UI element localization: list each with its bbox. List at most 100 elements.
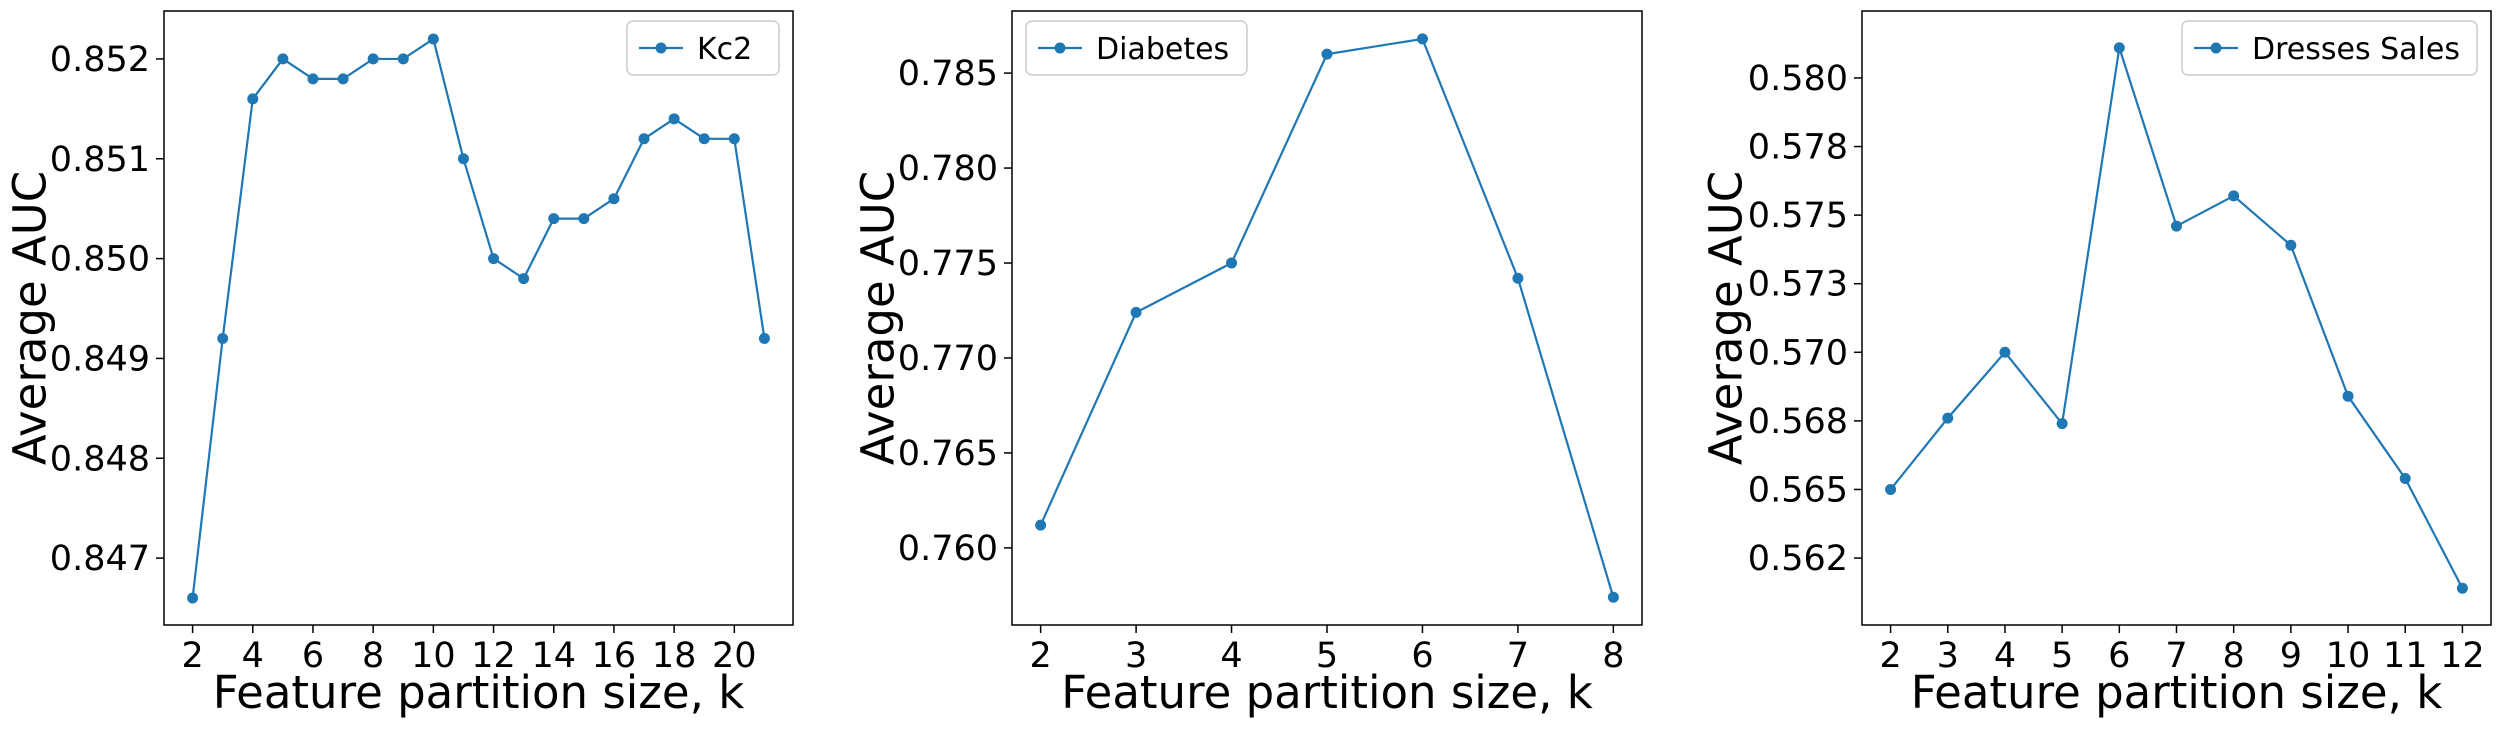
legend: Kc2 [626,20,780,76]
chart-panel-1: 2 4 6 8 10 12 14 16 18 20 0.847 0.848 0.849 0.850 0.85… [4,10,794,719]
data-point [518,273,530,285]
chart-panel-2: 2 3 4 5 6 7 8 0.760 0.765 0.770 0.775 0.780 0.785 Fea… [852,10,1643,719]
x-axis-title: Feature partition size, k [1911,666,2443,719]
x-tick-label: 6 [1411,636,1433,676]
x-tick-label: 3 [1125,636,1147,676]
x-tick-label: 4 [1994,636,2016,676]
plot-frame [1011,10,1643,626]
data-point [457,153,469,165]
data-point [698,133,710,145]
data-point [2342,390,2354,402]
y-tick-label: 0.847 [50,539,150,579]
data-point [337,73,349,85]
y-tick-label: 0.852 [50,40,150,80]
y-tick-label: 0.851 [50,140,150,180]
data-point [2285,239,2297,251]
legend-marker-swatch [2210,42,2222,54]
data-point [1512,272,1524,284]
data-point [1035,519,1047,531]
y-tick-label: 0.580 [1748,59,1848,99]
plot-frame [163,10,794,626]
x-tick-label: 18 [652,636,697,676]
data-point [1999,346,2011,358]
data-point [2456,582,2468,594]
y-tick-label: 0.562 [1748,539,1848,579]
data-point [1416,33,1428,45]
legend-label: Diabetes [1096,32,1229,67]
y-tick-label: 0.770 [898,339,998,379]
y-tick-label: 0.850 [50,240,150,280]
y-tick-label: 0.848 [50,439,150,479]
data-point [2171,220,2182,232]
data-point [1942,412,1954,424]
data-point [668,113,680,125]
legend-marker-swatch [1054,42,1066,54]
y-tick-label: 0.760 [898,529,998,569]
data-point [427,33,439,45]
data-point [187,592,199,604]
data-point [488,253,500,265]
data-point [728,133,740,145]
data-point [307,73,319,85]
x-tick-label: 10 [411,636,456,676]
x-tick-label: 8 [1602,636,1624,676]
data-point [1226,257,1238,269]
y-tick-label: 0.785 [898,54,998,94]
series-line [1039,37,1615,598]
x-tick-label: 3 [1937,636,1959,676]
x-tick-label: 6 [302,636,324,676]
legend-box [2181,20,2478,76]
x-tick-label: 8 [362,636,384,676]
x-tick-label: 5 [2051,636,2073,676]
data-point [2228,190,2240,202]
data-point [548,213,560,225]
legend-label: Dresses Sales [2252,32,2460,67]
data-point [638,133,650,145]
x-tick-label: 12 [2440,636,2485,676]
legend: Diabetes [1025,20,1248,76]
y-tick-label: 0.780 [898,149,998,189]
series-line [1889,47,2464,589]
legend-marker-swatch [655,42,667,54]
y-tick-label: 0.573 [1748,265,1848,305]
x-tick-label: 2 [1879,636,1901,676]
x-tick-label: 10 [2326,636,2371,676]
data-point [367,53,379,65]
data-point [1321,48,1333,60]
y-tick-label: 0.765 [898,434,998,474]
y-tick-label: 0.849 [50,339,150,379]
data-point [2056,418,2068,430]
data-point [2399,472,2411,484]
data-point [758,332,770,344]
x-tick-label: 9 [2280,636,2302,676]
data-point [217,332,229,344]
data-point [608,193,620,205]
series-line [191,37,766,599]
data-point [397,53,409,65]
x-tick-label: 6 [2108,636,2130,676]
x-tick-label: 12 [471,636,516,676]
y-tick-label: 0.775 [898,244,998,284]
x-axis-title: Feature partition size, k [213,666,745,719]
data-point [1885,483,1897,495]
y-tick-label: 0.568 [1748,402,1848,442]
y-tick-label: 0.570 [1748,333,1848,373]
x-tick-label: 2 [181,636,203,676]
y-axis-title: Average AUC [1700,171,1753,465]
x-tick-label: 7 [1507,636,1529,676]
data-point [1130,306,1142,318]
x-tick-label: 11 [2383,636,2428,676]
legend-box [626,20,780,76]
x-tick-label: 14 [531,636,576,676]
x-tick-label: 7 [2165,636,2187,676]
y-tick-label: 0.565 [1748,470,1848,510]
legend-box [1025,20,1248,76]
data-point [1607,591,1619,603]
y-axis-title: Average AUC [4,171,57,465]
data-point [2113,42,2125,54]
data-point [247,93,259,105]
x-axis-title: Feature partition size, k [1061,666,1593,719]
chart-panel-3: 2 3 4 5 6 7 8 9 10 11 12 0.562 0.565 0.568 0.570 0.573 0… [1700,10,2492,719]
